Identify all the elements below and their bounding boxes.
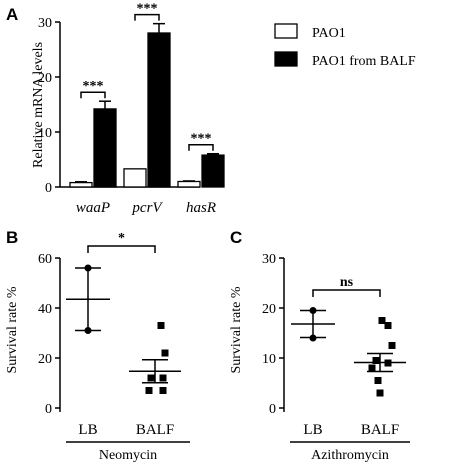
panel-a-category-label: hasR — [186, 200, 216, 216]
panel-c-point-lb — [309, 334, 317, 342]
panel-b-point-balf — [159, 374, 167, 382]
panel-b-axes: 0 20 40 60 LB BALF Neomycin — [38, 252, 190, 463]
panel-a-category-labels: waaP pcrV hasR — [76, 200, 216, 216]
panel-c-axes: 0 10 20 30 LB BALF Azithromycin — [262, 252, 410, 463]
panel-a-bar-pao1-balf — [147, 32, 171, 188]
panel-b-y-tick-label: 40 — [38, 302, 52, 317]
panel-c-point-balf — [384, 322, 392, 329]
panel-a-legend-label: PAO1 from BALF — [312, 54, 416, 69]
panel-b-point-lb — [84, 264, 92, 272]
panel-b-x-axis-label: Neomycin — [99, 448, 157, 463]
panel-c-point-lb — [309, 307, 317, 314]
panel-c-y-tick-label: 30 — [262, 252, 276, 267]
panel-a-y-tick-label: 20 — [38, 71, 52, 86]
panel-a-significance-label: *** — [191, 132, 212, 147]
panel-b-point-balf — [161, 349, 169, 357]
panel-a-legend-label: PAO1 — [312, 26, 346, 41]
panel-c-point-balf — [384, 359, 392, 367]
panel-b-significance-bracket — [87, 245, 156, 253]
panel-b-point-lb — [84, 327, 92, 334]
panel-b-category-label: BALF — [136, 422, 174, 438]
panel-b-y-tick-label: 60 — [38, 252, 52, 267]
panel-b-y-tick-label: 0 — [45, 402, 52, 417]
panel-a-category-label: pcrV — [131, 200, 163, 216]
panel-a-significance-bracket — [188, 143, 214, 151]
panel-c-point-balf — [376, 389, 384, 397]
panel-a-significance-bracket — [80, 91, 106, 99]
panel-c-point-balf — [374, 377, 382, 384]
panel-a-bar-pao1 — [123, 168, 147, 188]
panel-c-significance-bracket — [312, 289, 381, 297]
panel-c-point-balf — [372, 357, 380, 364]
panel-b-point-balf — [159, 387, 167, 394]
panel-a-y-tick-label: 30 — [38, 16, 52, 31]
panel-b-point-balf — [145, 387, 153, 394]
panel-a-bar-pao1-balf — [93, 108, 117, 188]
panel-a-legend: PAO1 PAO1 from BALF — [274, 23, 416, 69]
panel-c: C Survival rate % 0 10 20 30 LB BALF Azithromy… — [229, 228, 410, 463]
panel-c-category-label: BALF — [361, 422, 399, 438]
panel-a-legend-swatch-pao1-balf — [274, 51, 298, 67]
panel-a-significance-bracket — [134, 13, 160, 21]
panel-b-point-balf — [147, 374, 155, 382]
panel-c-y-axis-label: Survival rate % — [229, 286, 244, 373]
panel-b-point-balf — [157, 322, 165, 329]
panel-a-legend-swatch-pao1 — [274, 23, 298, 39]
panel-a-significance: *** *** *** — [80, 2, 214, 151]
panel-a-significance-label: *** — [83, 79, 104, 94]
panel-b-significance-label: * — [118, 231, 125, 246]
panel-c-y-tick-label: 0 — [269, 402, 276, 417]
panel-b-plot: * — [66, 231, 181, 394]
panel-b-category-label: LB — [78, 422, 97, 438]
panel-a-y-tick-label: 0 — [45, 181, 52, 196]
panel-a-bar-pao1-balf — [201, 154, 225, 188]
panel-a-y-tick-label: 10 — [38, 126, 52, 141]
panel-a-bars — [69, 22, 225, 188]
panel-c-category-label: LB — [303, 422, 322, 438]
panel-c-plot: ns — [291, 275, 406, 397]
panel-b-letter: B — [6, 228, 18, 247]
panel-a-category-label: waaP — [76, 200, 110, 216]
panel-b-y-axis-label: Survival rate % — [5, 286, 20, 373]
panel-c-letter: C — [230, 228, 242, 247]
panel-c-point-balf — [368, 364, 376, 372]
panel-c-y-tick-label: 20 — [262, 302, 276, 317]
panel-a-axes: 0 10 20 30 — [38, 16, 200, 196]
panel-a-bar-pao1 — [177, 180, 201, 188]
panel-c-point-balf — [388, 342, 396, 349]
panel-c-y-tick-label: 10 — [262, 352, 276, 367]
panel-a-letter: A — [6, 5, 18, 24]
panel-c-point-balf — [378, 317, 386, 324]
panel-a-significance-label: *** — [137, 2, 158, 17]
panel-b-y-tick-label: 20 — [38, 352, 52, 367]
panel-c-x-axis-label: Azithromycin — [311, 448, 389, 463]
panel-a-y-axis-label: Relative mRNA levels — [31, 42, 46, 168]
panel-c-significance-label: ns — [340, 275, 354, 290]
panel-a-bar-pao1 — [69, 181, 93, 188]
